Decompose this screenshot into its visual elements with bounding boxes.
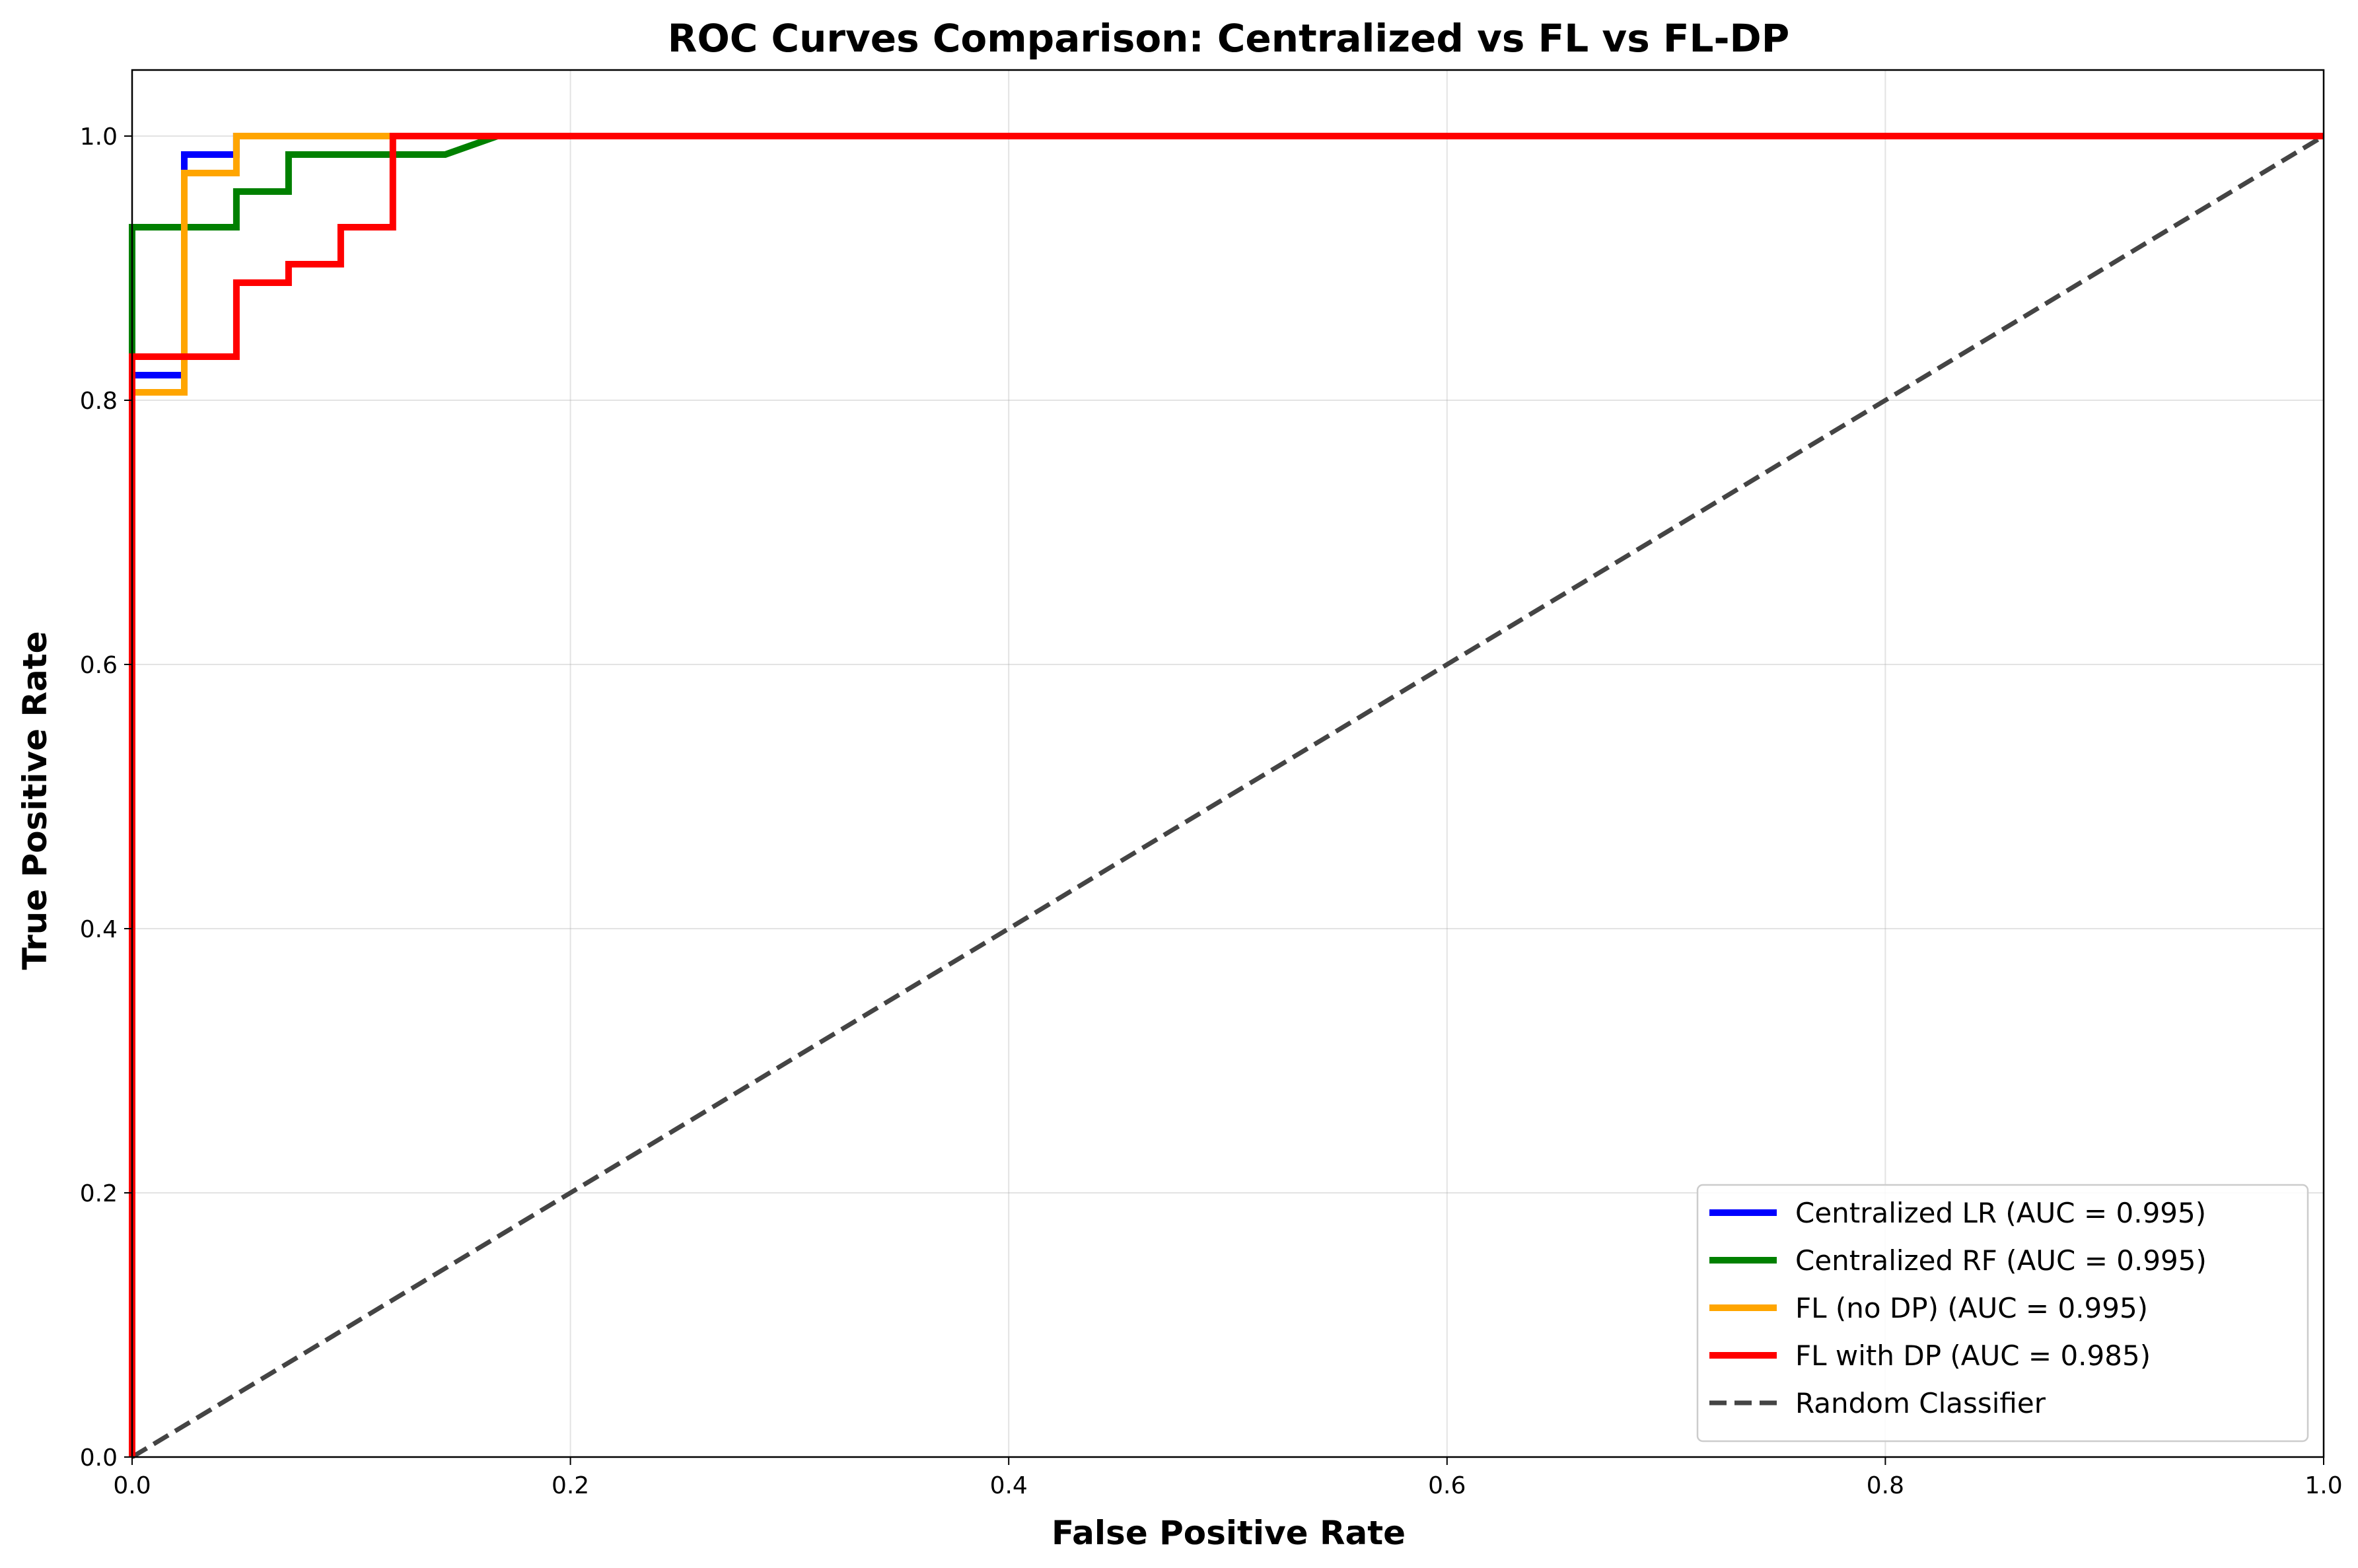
legend-label: FL with DP (AUC = 0.985) [1795, 1339, 2151, 1372]
y-tick-label: 0.6 [80, 652, 118, 679]
legend-label: Centralized RF (AUC = 0.995) [1795, 1244, 2207, 1277]
y-tick-label: 1.0 [80, 124, 118, 151]
x-axis-label: False Positive Rate [1052, 1514, 1406, 1552]
x-tick-label: 0.2 [552, 1472, 589, 1499]
y-tick-label: 0.2 [80, 1180, 118, 1207]
x-tick-label: 0.4 [990, 1472, 1028, 1499]
x-tick-label: 1.0 [2304, 1472, 2342, 1499]
legend: Centralized LR (AUC = 0.995) Centralized … [1696, 1184, 2309, 1443]
series-line-3 [129, 133, 2324, 1457]
legend-label: Centralized LR (AUC = 0.995) [1795, 1197, 2206, 1229]
plot-frame [131, 69, 2325, 1458]
chart-title: ROC Curves Comparison: Centralized vs FL… [668, 16, 1789, 61]
y-tick-label: 0.0 [80, 1444, 118, 1472]
ticks: 0.0 0.2 0.4 0.6 0.8 1.0 0.0 0.2 0.4 0.6 0.8 1.0 [80, 124, 2343, 1499]
x-tick-label: 0.6 [1428, 1472, 1466, 1499]
legend-label: FL (no DP) (AUC = 0.995) [1795, 1292, 2148, 1324]
legend-label: Random Classifier [1795, 1387, 2046, 1419]
series-line-1 [129, 133, 2324, 1457]
x-tick-label: 0.0 [113, 1472, 151, 1499]
y-axis-label: True Positive Rate [16, 631, 54, 970]
y-tick-label: 0.4 [80, 916, 118, 943]
legend-box [1696, 1184, 2309, 1443]
x-tick-label: 0.8 [1867, 1472, 1904, 1499]
y-tick-label: 0.8 [80, 388, 118, 415]
